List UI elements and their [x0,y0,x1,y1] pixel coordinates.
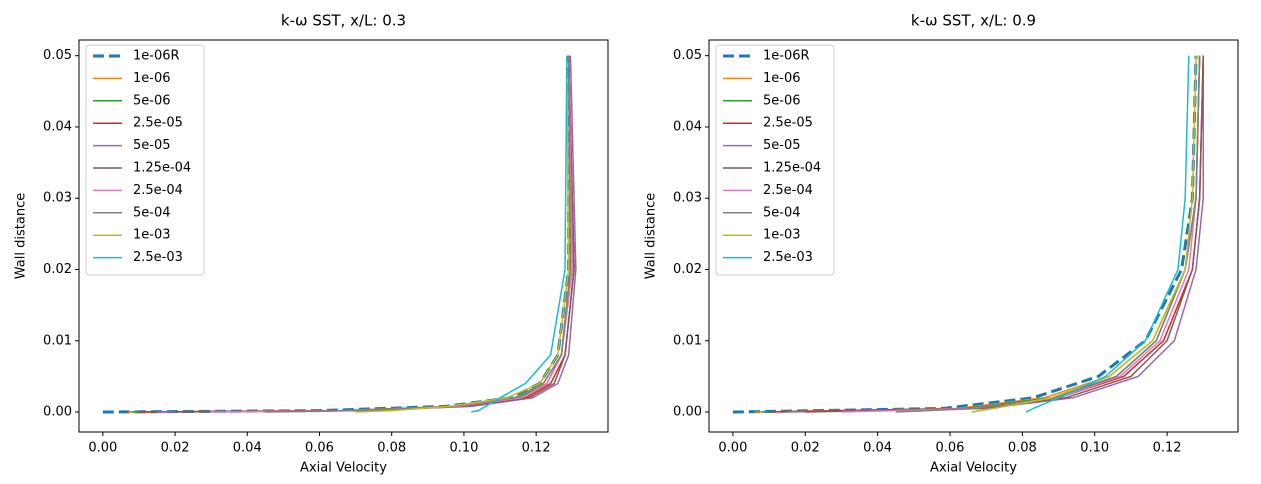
legend-label: 1e-06 [763,71,801,86]
series-line [895,55,1201,413]
legend-label: 5e-06 [763,93,801,108]
subplot: k-ω SST, x/L: 0.3 Axial Velocity Wall dist… [14,12,609,476]
legend-label: 1e-03 [133,228,171,243]
legend-label: 1.25e-04 [763,161,821,176]
x-tick-label: 0.06 [936,441,965,456]
legend-label: 1e-03 [763,228,801,243]
legend-label: 5e-04 [133,205,171,220]
y-tick-label: 0.02 [673,262,702,277]
x-tick-label: 0.02 [791,441,820,456]
y-tick-label: 0.01 [43,333,72,348]
x-tick-label: 0.00 [88,441,117,456]
legend-label: 1e-06R [763,49,810,64]
y-tick-label: 0.03 [673,191,702,206]
series-line [175,55,575,413]
x-tick-label: 0.08 [377,441,406,456]
series-line [211,55,574,413]
legend-label: 5e-05 [133,138,171,153]
y-tick-label: 0.05 [43,48,72,63]
x-tick-label: 0.06 [305,441,334,456]
legend-label: 2.5e-04 [133,183,183,198]
legend-label: 2.5e-05 [133,116,183,131]
x-axis-label: Axial Velocity [300,461,387,476]
legend-box [85,44,205,276]
x-tick-label: 0.12 [1153,441,1182,456]
subplot: k-ω SST, x/L: 0.9 Axial Velocity Wall dist… [644,12,1239,476]
series-line [156,55,577,413]
y-tick-label: 0.02 [43,262,72,277]
x-tick-label: 0.04 [863,441,892,456]
axes-frame [78,39,609,433]
y-axis-label: Wall distance [14,193,29,279]
legend-label: 2.5e-05 [763,116,813,131]
legend-box [715,44,835,276]
legend-label: 1e-06 [133,71,171,86]
y-tick-label: 0.00 [43,405,72,420]
series-line [265,55,572,413]
legend-label: 5e-06 [133,93,171,108]
y-tick-label: 0.00 [673,405,702,420]
legend-label: 1.25e-04 [133,161,191,176]
legend-label: 5e-04 [763,205,801,220]
legend-label: 2.5e-04 [763,183,813,198]
x-tick-label: 0.10 [1080,441,1109,456]
y-axis-label: Wall distance [644,193,659,279]
x-tick-label: 0.04 [233,441,262,456]
y-tick-label: 0.04 [673,119,702,134]
y-tick-label: 0.03 [43,191,72,206]
axes-frame [708,39,1239,433]
y-tick-label: 0.05 [673,48,702,63]
chart-title: k-ω SST, x/L: 0.3 [281,12,406,30]
chart-title: k-ω SST, x/L: 0.9 [911,12,1036,30]
x-tick-label: 0.02 [161,441,190,456]
series-line [971,55,1197,413]
y-tick-label: 0.04 [43,119,72,134]
series-line [1025,55,1190,413]
legend-label: 2.5e-03 [763,250,813,265]
x-tick-label: 0.08 [1008,441,1037,456]
y-tick-label: 0.01 [673,333,702,348]
x-tick-label: 0.10 [449,441,478,456]
legend-label: 5e-05 [763,138,801,153]
series-line [841,55,1201,413]
legend-label: 2.5e-03 [133,250,183,265]
series-line [355,55,570,413]
x-tick-label: 0.00 [718,441,747,456]
x-tick-label: 0.12 [522,441,551,456]
legend-label: 1e-06R [133,49,180,64]
x-axis-label: Axial Velocity [930,461,1017,476]
series-line [471,55,568,413]
